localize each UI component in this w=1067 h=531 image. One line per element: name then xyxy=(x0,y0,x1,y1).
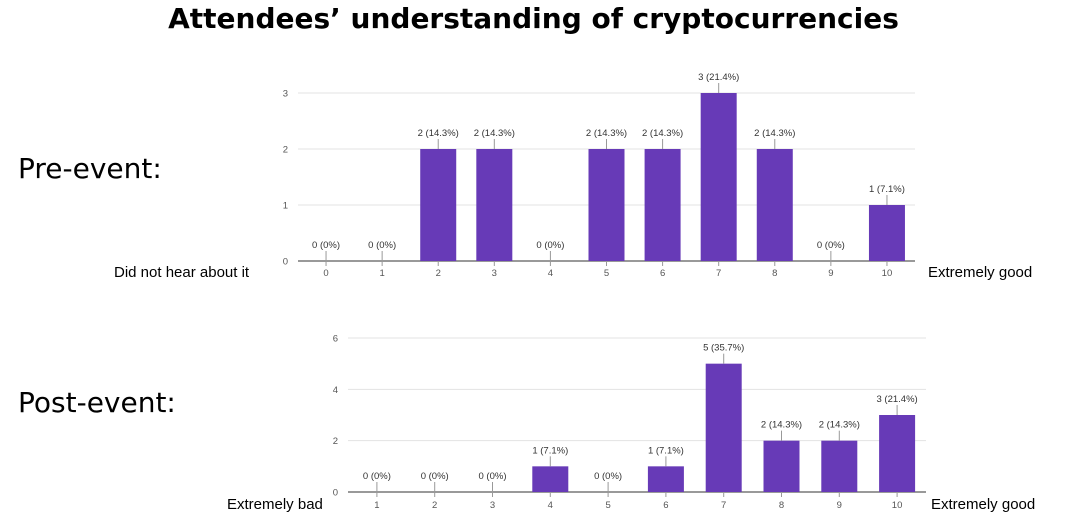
pre-data-label: 2 (14.3%) xyxy=(474,128,515,139)
post-data-label: 0 (0%) xyxy=(479,471,507,482)
pre-data-label: 0 (0%) xyxy=(536,240,564,251)
pre-x-tick-label: 6 xyxy=(660,268,665,279)
post-x-tick-label: 6 xyxy=(663,500,668,511)
post-data-label: 2 (14.3%) xyxy=(761,420,802,431)
post-right-end-label: Extremely good xyxy=(931,496,1036,513)
post-x-tick-label: 5 xyxy=(605,500,610,511)
pre-event-bar-chart: 0 1 2 3 0 0 (0%) 1 0 (0%) 2 2 (14.3%) 3 2 (14.3%) 4 0… xyxy=(283,72,915,279)
pre-event-label: Pre-event: xyxy=(18,152,162,185)
post-data-label: 5 (35.7%) xyxy=(703,343,744,354)
post-data-label: 0 (0%) xyxy=(594,471,622,482)
post-bar xyxy=(879,415,916,492)
pre-x-tick-label: 0 xyxy=(323,268,328,279)
pre-data-label: 2 (14.3%) xyxy=(642,128,683,139)
post-bar xyxy=(647,466,684,492)
pre-data-label: 2 (14.3%) xyxy=(586,128,627,139)
page-title: Attendees’ understanding of cryptocurren… xyxy=(168,2,899,35)
pre-data-label: 1 (7.1%) xyxy=(869,184,905,195)
post-bar xyxy=(821,440,858,492)
pre-bar xyxy=(868,205,905,261)
pre-data-label: 3 (21.4%) xyxy=(698,72,739,83)
post-data-label: 3 (21.4%) xyxy=(877,394,918,405)
pre-x-tick-label: 10 xyxy=(882,268,893,279)
pre-data-label: 2 (14.3%) xyxy=(418,128,459,139)
pre-data-label: 0 (0%) xyxy=(368,240,396,251)
post-event-bar-chart: 0 2 4 6 1 0 (0%) 2 0 (0%) 3 0 (0%) 4 1 (7.1%) 5 0 (0%… xyxy=(333,334,926,511)
post-x-tick-label: 3 xyxy=(490,500,495,511)
post-left-end-label: Extremely bad xyxy=(227,496,323,513)
pre-right-end-label: Extremely good xyxy=(928,264,1033,281)
pre-x-tick-label: 7 xyxy=(716,268,721,279)
post-data-label: 1 (7.1%) xyxy=(532,445,568,456)
pre-bar xyxy=(644,149,681,261)
pre-x-tick-label: 9 xyxy=(828,268,833,279)
post-y-tick-label: 0 xyxy=(333,488,338,499)
pre-data-label: 0 (0%) xyxy=(312,240,340,251)
pre-bar xyxy=(420,149,457,261)
post-x-tick-label: 8 xyxy=(779,500,784,511)
post-x-tick-label: 9 xyxy=(837,500,842,511)
pre-y-tick-label: 3 xyxy=(283,89,288,100)
post-x-tick-label: 2 xyxy=(432,500,437,511)
pre-x-tick-label: 5 xyxy=(604,268,609,279)
pre-x-tick-label: 1 xyxy=(379,268,384,279)
pre-bar xyxy=(756,149,793,261)
post-data-label: 2 (14.3%) xyxy=(819,420,860,431)
pre-y-tick-label: 0 xyxy=(283,257,288,268)
post-y-tick-label: 4 xyxy=(333,385,338,396)
pre-y-tick-label: 1 xyxy=(283,201,288,212)
post-bar xyxy=(763,440,800,492)
pre-x-tick-label: 8 xyxy=(772,268,777,279)
pre-x-tick-label: 2 xyxy=(436,268,441,279)
post-x-tick-label: 4 xyxy=(548,500,553,511)
pre-left-end-label: Did not hear about it xyxy=(114,264,250,281)
pre-y-tick-label: 2 xyxy=(283,145,288,156)
pre-x-tick-label: 4 xyxy=(548,268,553,279)
pre-bar xyxy=(700,93,737,261)
post-y-tick-label: 2 xyxy=(333,436,338,447)
pre-bar xyxy=(476,149,513,261)
pre-data-label: 2 (14.3%) xyxy=(754,128,795,139)
post-x-tick-label: 10 xyxy=(892,500,903,511)
post-data-label: 1 (7.1%) xyxy=(648,445,684,456)
post-data-label: 0 (0%) xyxy=(421,471,449,482)
pre-data-label: 0 (0%) xyxy=(817,240,845,251)
post-x-tick-label: 1 xyxy=(374,500,379,511)
pre-x-tick-label: 3 xyxy=(492,268,497,279)
post-data-label: 0 (0%) xyxy=(363,471,391,482)
post-bar xyxy=(532,466,569,492)
pre-bar xyxy=(588,149,625,261)
post-event-label: Post-event: xyxy=(18,386,176,419)
post-bar xyxy=(705,363,742,492)
post-x-tick-label: 7 xyxy=(721,500,726,511)
post-y-tick-label: 6 xyxy=(333,334,338,345)
